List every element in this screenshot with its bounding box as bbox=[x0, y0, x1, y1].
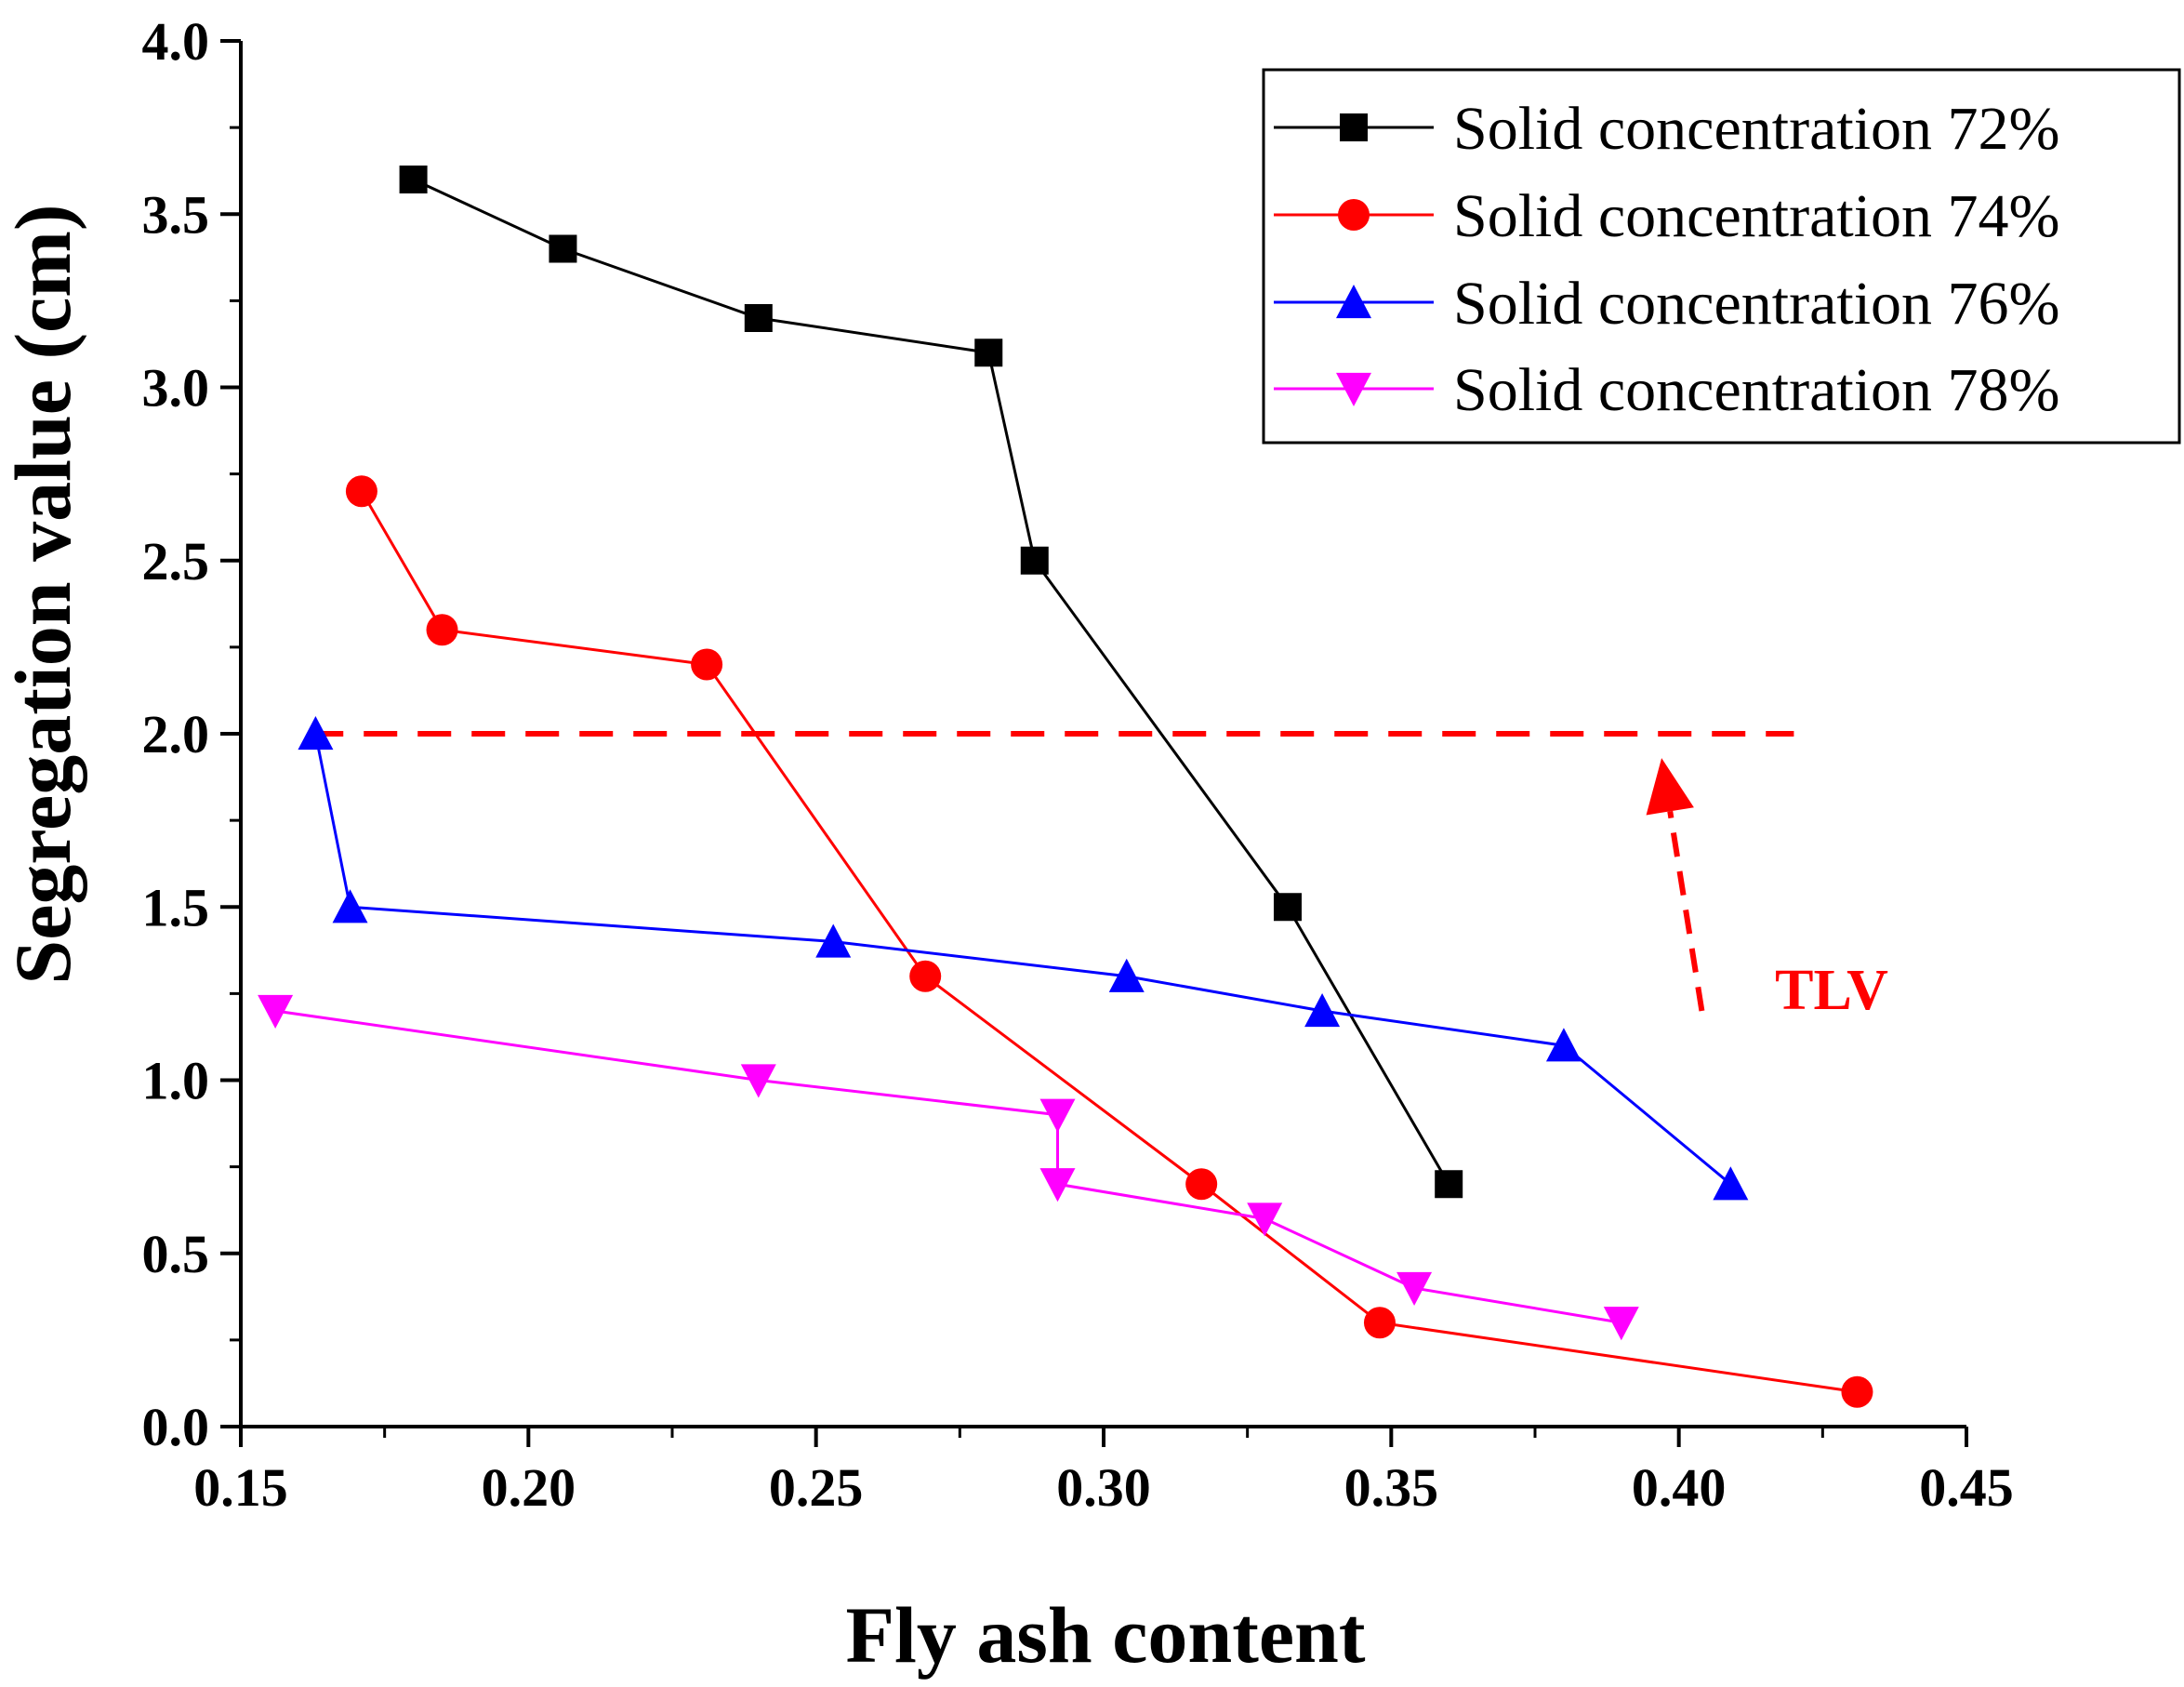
y-tick-label: 4.0 bbox=[142, 11, 210, 72]
data-point bbox=[1435, 1170, 1463, 1199]
x-tick-label: 0.45 bbox=[1919, 1457, 2014, 1518]
legend-entry-2: Solid concentration 74% bbox=[1274, 182, 2060, 250]
data-point bbox=[1396, 1271, 1433, 1306]
annotation-group: TLV bbox=[1646, 758, 1888, 1022]
legend-label: Solid concentration 76% bbox=[1453, 270, 2060, 338]
data-point bbox=[1247, 1202, 1283, 1237]
data-point bbox=[740, 1064, 776, 1098]
y-tick-label: 3.5 bbox=[142, 184, 210, 245]
legend-box bbox=[1262, 68, 2181, 445]
data-point bbox=[258, 994, 294, 1029]
data-point bbox=[1603, 1307, 1639, 1341]
x-tick-label: 0.20 bbox=[482, 1457, 576, 1518]
data-point bbox=[691, 648, 723, 681]
tlv-label: TLV bbox=[1775, 959, 1888, 1022]
x-tick-label: 0.40 bbox=[1632, 1457, 1727, 1518]
series-4 bbox=[258, 994, 1639, 1341]
x-tick-label: 0.30 bbox=[1056, 1457, 1151, 1518]
data-point bbox=[332, 889, 368, 923]
legend-marker bbox=[1336, 372, 1371, 406]
data-point bbox=[549, 234, 577, 263]
x-tick-label: 0.35 bbox=[1344, 1457, 1439, 1518]
data-point bbox=[1273, 893, 1302, 922]
data-point bbox=[298, 716, 334, 751]
legend-marker bbox=[1340, 113, 1368, 141]
series-1 bbox=[399, 166, 1463, 1199]
data-point bbox=[345, 475, 377, 508]
data-point bbox=[815, 923, 852, 958]
data-point bbox=[1185, 1168, 1218, 1201]
legend-entry-4: Solid concentration 78% bbox=[1274, 356, 2060, 424]
data-point bbox=[1039, 1098, 1076, 1133]
legend: Solid concentration 72% Solid concentrati… bbox=[1262, 68, 2181, 445]
legend-entry-3: Solid concentration 76% bbox=[1274, 270, 2060, 338]
y-tick-label: 2.0 bbox=[142, 704, 210, 764]
data-point bbox=[1108, 958, 1145, 992]
legend-entry-1: Solid concentration 72% bbox=[1274, 95, 2060, 163]
y-tick-label: 2.5 bbox=[142, 531, 210, 591]
data-point bbox=[1039, 1168, 1076, 1202]
data-point bbox=[974, 339, 1003, 367]
x-tick-label: 0.25 bbox=[769, 1457, 864, 1518]
tlv-arrow-shaft bbox=[1667, 810, 1705, 1012]
tlv-arrow-head bbox=[1646, 758, 1694, 816]
data-point bbox=[744, 304, 773, 332]
x-axis-title: Fly ash content bbox=[846, 1590, 1366, 1680]
y-tick-label: 0.0 bbox=[142, 1397, 210, 1457]
data-point bbox=[1020, 546, 1049, 575]
legend-label: Solid concentration 74% bbox=[1453, 182, 2060, 250]
legend-label: Solid concentration 78% bbox=[1453, 356, 2060, 424]
series-line bbox=[313, 733, 1732, 1186]
series-3 bbox=[298, 716, 1749, 1201]
data-point bbox=[909, 960, 942, 992]
data-point bbox=[1841, 1375, 1873, 1408]
data-point bbox=[1545, 1028, 1582, 1062]
data-point bbox=[426, 614, 458, 646]
x-tick-label: 0.15 bbox=[193, 1457, 288, 1518]
y-axis-title: Segregation value (cm) bbox=[0, 204, 87, 984]
y-tick-label: 1.0 bbox=[142, 1051, 210, 1111]
legend-label: Solid concentration 72% bbox=[1453, 95, 2060, 163]
data-point bbox=[1363, 1307, 1396, 1339]
legend-marker bbox=[1338, 199, 1370, 231]
legend-marker bbox=[1336, 285, 1371, 319]
series-group bbox=[258, 166, 1873, 1408]
y-tick-label: 0.5 bbox=[142, 1224, 210, 1284]
series-2 bbox=[345, 475, 1873, 1408]
data-point bbox=[399, 166, 428, 193]
series-line bbox=[360, 490, 1858, 1394]
axes-frame: 0.15 0.20 0.25 0.30 0.35 0.40 0.45 0.0 0.5 1.0 1.5… bbox=[142, 11, 2014, 1518]
y-tick-label: 3.0 bbox=[142, 358, 210, 418]
y-tick-label: 1.5 bbox=[142, 877, 210, 937]
data-point bbox=[1713, 1166, 1749, 1201]
data-point bbox=[1304, 993, 1341, 1028]
